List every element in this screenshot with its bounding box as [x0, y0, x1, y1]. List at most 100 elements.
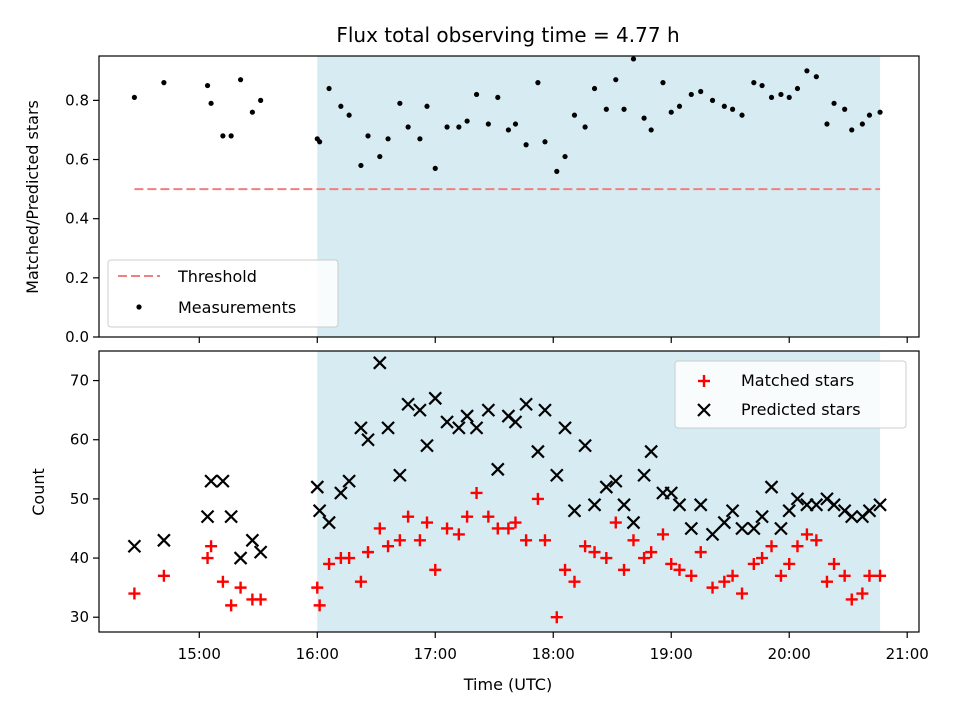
predicted-star-point [693, 498, 708, 512]
predicted-star-point [599, 480, 614, 494]
predicted-star-point [413, 403, 427, 417]
matched-star-point [863, 569, 876, 582]
matched-star-point [550, 611, 563, 624]
measurement-point [485, 121, 491, 127]
matched-star-point [354, 575, 367, 588]
predicted-star-point [216, 474, 230, 488]
top-y-ticks: 0.0 0.2 0.4 0.6 0.8 [65, 91, 99, 346]
measurement-point [505, 127, 512, 133]
predicted-star-point [558, 421, 572, 435]
matched-star-point [362, 546, 375, 559]
measurement-point [866, 112, 873, 118]
predicted-star-point [361, 432, 375, 447]
predicted-star-point [204, 474, 218, 488]
matched-star-point [638, 552, 651, 565]
matched-star-point [520, 534, 533, 547]
matched-star-point [254, 593, 267, 606]
matched-star-point [234, 581, 247, 594]
measurement-point [495, 94, 501, 101]
predicted-star-point [705, 527, 720, 542]
predicted-star-point [790, 492, 805, 506]
matched-star-point [874, 569, 887, 582]
matched-star-point [685, 569, 698, 582]
legend-threshold-label: Threshold [177, 267, 257, 286]
bottom-y-tick-label: 60 [70, 431, 89, 449]
measurement-point [204, 82, 211, 89]
top-y-tick-label: 0.4 [65, 210, 89, 228]
measurement-point [721, 103, 727, 109]
measurements-series [131, 56, 883, 174]
matched-star-point [645, 546, 658, 559]
measurement-point [444, 124, 450, 130]
matched-star-point [538, 534, 551, 547]
predicted-star-point [224, 509, 238, 524]
measurement-point [804, 68, 810, 74]
matched-star-point [157, 569, 170, 582]
bottom-legend-box [674, 360, 907, 429]
matched-star-point [810, 534, 823, 547]
bottom-legend: Matched stars Predicted stars [674, 360, 907, 429]
measurement-point [473, 91, 480, 98]
matched-star-point [726, 569, 739, 582]
matched-star-point [509, 516, 522, 529]
predicted-star-point [157, 533, 171, 548]
bottom-x-tick-label: 16:00 [296, 645, 339, 663]
measurement-point [424, 103, 430, 109]
matched-star-point [201, 552, 214, 565]
predicted-star-point [401, 397, 415, 412]
measurement-point [161, 80, 167, 86]
bottom-x-tick-label: 20:00 [768, 645, 811, 663]
measurement-point [676, 103, 683, 109]
bottom-y-ticks: 30 40 50 60 70 [70, 372, 99, 626]
predicted-star-point [428, 391, 443, 406]
predicted-star-point [664, 486, 679, 500]
matched-star-point [791, 540, 804, 553]
measurement-point [523, 142, 529, 148]
measurement-point [698, 88, 704, 95]
measurement-point [729, 106, 736, 112]
matched-star-point [600, 552, 613, 565]
predicted-star-point [764, 480, 779, 494]
predicted-star-point [684, 521, 699, 536]
matched-star-point [311, 581, 324, 594]
matched-star-point [800, 528, 813, 541]
top-y-tick-label: 0.6 [65, 151, 89, 169]
bottom-y-tick-label: 70 [70, 372, 89, 390]
measurement-point [778, 91, 784, 98]
predicted-star-point [774, 521, 788, 536]
measurement-point [641, 115, 647, 121]
matched-star-point [765, 540, 778, 553]
legend-predicted-label: Predicted stars [741, 400, 861, 419]
matched-star-point [828, 557, 841, 570]
top-legend: Threshold Measurements [107, 259, 339, 328]
predicted-star-point [312, 503, 327, 518]
measurement-point [405, 124, 411, 130]
predicted-star-point [578, 438, 592, 453]
matched-star-point [783, 557, 796, 570]
matched-star-point [706, 581, 719, 594]
measurement-point [237, 77, 244, 83]
predicted-star-point [127, 539, 142, 553]
measurement-point [258, 97, 264, 103]
matched-star-point [429, 563, 442, 576]
predicted-star-point [873, 498, 887, 512]
matched-star-point [718, 575, 731, 588]
bottom-y-tick-label: 50 [70, 490, 89, 508]
matched-star-point [413, 534, 426, 547]
bottom-x-tick-label: 17:00 [414, 645, 457, 663]
bottom-panel: 30 40 50 60 70 15:00 16:00 17:00 18:00 19:00 20:0… [29, 350, 929, 694]
measurement-point [365, 133, 371, 139]
matched-star-point [482, 510, 495, 523]
predicted-star-point [862, 503, 877, 518]
measurement-point [338, 103, 344, 109]
measurement-point [831, 100, 837, 106]
top-y-axis-label: Matched/Predicted stars [23, 100, 42, 294]
predicted-star-point [233, 551, 248, 565]
measurement-point [131, 94, 137, 101]
predicted-star-point [644, 444, 658, 459]
matched-star-point [627, 534, 640, 547]
predicted-star-point [334, 486, 348, 500]
bottom-x-axis-label: Time (UTC) [463, 675, 552, 694]
measurement-point [813, 74, 819, 80]
predicted-star-point [253, 545, 268, 559]
